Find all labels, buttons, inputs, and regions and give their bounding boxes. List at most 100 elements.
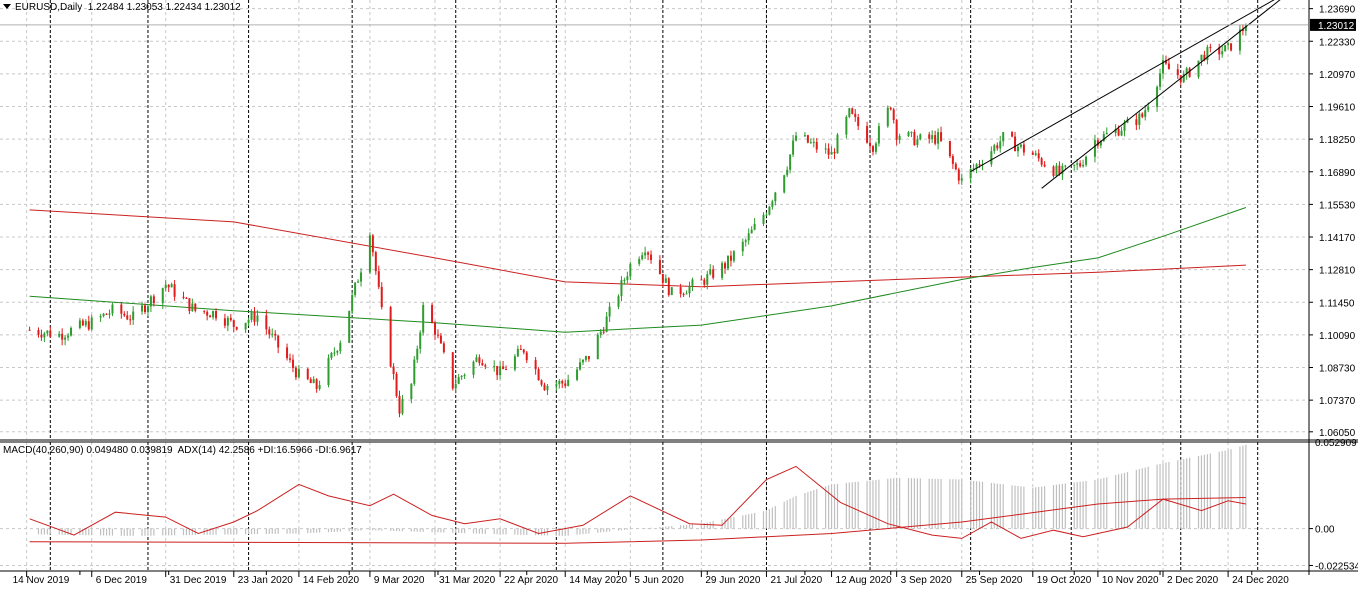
candle-bear <box>505 369 508 371</box>
candle-bull <box>111 304 114 314</box>
candle-bull <box>70 327 73 336</box>
candle-bull <box>626 276 629 280</box>
x-tick-label: 19 Oct 2020 <box>1037 575 1092 586</box>
candle-bull <box>629 263 632 277</box>
y-tick-label: 1.07370 <box>1319 396 1356 407</box>
candle-bear <box>392 366 395 375</box>
candle-bull <box>368 235 371 273</box>
candle-bull <box>132 311 135 320</box>
candle-bull <box>410 383 413 400</box>
candle-bear <box>206 311 209 316</box>
candle-bear <box>1141 113 1144 117</box>
channel-line-2 <box>1041 0 1281 189</box>
candle-bull <box>161 288 164 304</box>
candle-bear <box>481 362 484 366</box>
candle-bull <box>1120 130 1123 136</box>
moving-average-line-1 <box>29 209 1246 288</box>
candle-bear <box>265 315 268 330</box>
candle-bull <box>1016 146 1019 152</box>
ohlc-readout: 1.22484 1.23053 1.22434 1.23012 <box>87 2 241 13</box>
candle-bear <box>815 141 818 150</box>
candle-bull <box>1093 140 1096 157</box>
candle-bull <box>874 143 877 152</box>
candle-bear <box>895 120 898 140</box>
candle-bull <box>688 285 691 294</box>
candle-bull <box>771 201 774 207</box>
candle-bear <box>703 279 706 285</box>
candle-bear <box>948 140 951 157</box>
y-tick-label: 1.08730 <box>1319 364 1356 375</box>
candle-bull <box>975 164 978 169</box>
candle-bull <box>567 379 570 386</box>
candle-bear <box>951 156 954 164</box>
candle-bear <box>194 303 197 311</box>
candle-bull <box>898 136 901 140</box>
candle-bull <box>191 303 194 311</box>
candle-bear <box>374 252 377 272</box>
candle-bear <box>126 315 129 320</box>
candle-bear <box>81 320 84 326</box>
candle-bull <box>670 287 673 296</box>
candle-bull <box>664 278 667 283</box>
chevron-down-icon[interactable] <box>3 4 11 9</box>
candle-bear <box>1117 129 1120 136</box>
candle-bear <box>833 151 836 154</box>
candle-bull <box>836 134 839 154</box>
candle-bull <box>416 348 419 360</box>
candle-bull <box>774 192 777 202</box>
candle-bear <box>587 356 590 360</box>
candle-bull <box>499 366 502 376</box>
current-price-tag <box>1310 18 1356 31</box>
candle-bull <box>1061 165 1064 175</box>
candle-bear <box>398 396 401 414</box>
x-tick-label: 22 Apr 2020 <box>504 575 558 586</box>
x-tick-label: 25 Sep 2020 <box>966 575 1023 586</box>
candle-bear <box>1218 47 1221 55</box>
candle-bull <box>513 356 516 370</box>
candle-bear <box>1058 165 1061 175</box>
candle-bear <box>235 326 238 330</box>
candle-bear <box>182 296 185 298</box>
candle-bear <box>1096 140 1099 146</box>
candle-bear <box>667 278 670 296</box>
candle-bull <box>141 305 144 312</box>
y-tick-label: 1.23690 <box>1319 5 1356 16</box>
candle-bull <box>546 385 549 391</box>
candle-bull <box>638 259 641 264</box>
candle-bull <box>516 349 519 357</box>
candle-bear <box>1037 153 1040 159</box>
candle-bear <box>869 142 872 147</box>
candle-bull <box>1244 24 1247 32</box>
candle-bear <box>1011 132 1014 137</box>
candle-bull <box>170 284 173 288</box>
candle-bull <box>830 151 833 155</box>
candle-bear <box>484 365 487 367</box>
candle-bull <box>581 359 584 363</box>
candle-bull <box>1073 164 1076 166</box>
candle-bull <box>401 399 404 414</box>
candle-bear <box>957 169 960 181</box>
candle-bull <box>916 139 919 146</box>
candle-bull <box>318 385 321 389</box>
candle-bull <box>58 333 61 337</box>
candle-bull <box>741 241 744 252</box>
candle-bear <box>291 359 294 368</box>
candle-bull <box>1206 46 1209 61</box>
candle-bull <box>803 135 806 137</box>
indicator-panel <box>29 444 1247 544</box>
x-tick-label: 12 Aug 2020 <box>836 575 893 586</box>
candle-bear <box>519 349 522 351</box>
indicator-tick-label: 0.052909 <box>1315 438 1357 449</box>
y-tick-label: 1.15530 <box>1319 200 1356 211</box>
candle-bull <box>90 317 93 330</box>
candle-bull <box>247 319 250 323</box>
candle-bull <box>413 359 416 384</box>
x-tick-label: 9 Mar 2020 <box>374 575 425 586</box>
candle-bull <box>789 154 792 170</box>
candle-bear <box>540 380 543 385</box>
candle-bear <box>223 318 226 326</box>
candle-bear <box>1079 163 1082 167</box>
candle-bull <box>620 280 623 297</box>
candle-bear <box>892 109 895 121</box>
candle-bear <box>1043 164 1046 167</box>
